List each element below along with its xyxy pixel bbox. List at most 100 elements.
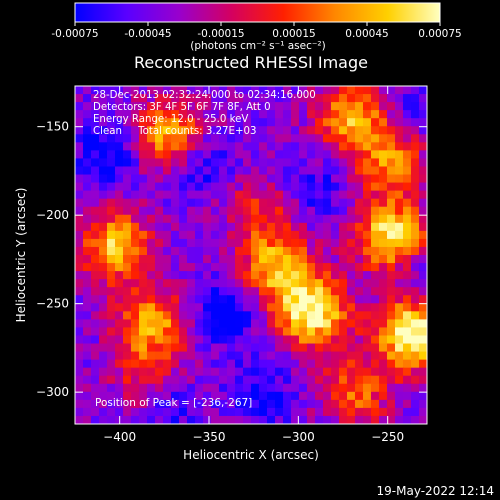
heatmap-cell: [275, 86, 284, 95]
heatmap-cell: [219, 158, 228, 168]
heatmap-cell: [123, 94, 132, 103]
heatmap-cell: [171, 150, 180, 160]
heatmap-cell: [235, 86, 244, 95]
heatmap-cell: [163, 222, 172, 232]
heatmap-cell: [419, 407, 427, 417]
colorbar: [74, 2, 441, 23]
heatmap-cell: [363, 255, 372, 264]
heatmap-cell: [99, 367, 108, 377]
heatmap-cell: [75, 263, 84, 272]
heatmap-cell: [99, 271, 108, 280]
heatmap-cell: [299, 222, 308, 232]
heatmap-cell: [75, 86, 84, 95]
heatmap-cell: [243, 230, 252, 240]
heatmap-cell: [139, 110, 148, 119]
heatmap-cell: [107, 150, 116, 160]
heatmap-cell: [147, 166, 156, 176]
heatmap-cell: [107, 327, 116, 337]
heatmap-cell: [235, 110, 244, 119]
heatmap-cell: [219, 295, 228, 304]
heatmap-cell: [203, 118, 212, 127]
heatmap-cell: [371, 359, 380, 369]
heatmap-cell: [115, 222, 124, 232]
heatmap-cell: [379, 110, 388, 119]
heatmap-cell: [299, 359, 308, 369]
heatmap-cell: [139, 255, 148, 264]
heatmap-cell: [131, 399, 140, 409]
heatmap-cell: [387, 319, 396, 329]
heatmap-cell: [227, 255, 236, 264]
heatmap-cell: [347, 222, 356, 232]
heatmap-cell: [139, 279, 148, 288]
heatmap-cell: [267, 343, 276, 353]
heatmap-cell: [315, 126, 324, 135]
heatmap-cell: [411, 327, 420, 337]
heatmap-cell: [403, 343, 412, 353]
heatmap-cell: [339, 343, 348, 353]
heatmap-cell: [411, 279, 420, 288]
heatmap-cell: [195, 102, 204, 111]
heatmap-cell: [331, 271, 340, 280]
heatmap-cell: [395, 375, 404, 385]
heatmap-cell: [267, 295, 276, 304]
heatmap-cell: [347, 150, 356, 160]
heatmap-cell: [315, 343, 324, 353]
heatmap-cell: [259, 166, 268, 176]
heatmap-cell: [363, 166, 372, 176]
heatmap-cell: [283, 246, 292, 256]
heatmap-cell: [379, 198, 388, 208]
heatmap-cell: [107, 206, 116, 216]
heatmap-cell: [371, 86, 380, 95]
heatmap-cell: [139, 206, 148, 216]
heatmap-cell: [179, 295, 188, 304]
heatmap-cell: [419, 86, 427, 95]
heatmap-cell: [203, 327, 212, 337]
heatmap-cell: [171, 182, 180, 192]
heatmap-cell: [107, 134, 116, 143]
heatmap-cell: [355, 150, 364, 160]
heatmap-cell: [243, 295, 252, 304]
heatmap-cell: [267, 319, 276, 329]
heatmap-cell: [99, 142, 108, 151]
heatmap-cell: [267, 407, 276, 417]
heatmap-cell: [155, 327, 164, 337]
heatmap-cell: [403, 222, 412, 232]
heatmap-cell: [411, 399, 420, 409]
heatmap-cell: [251, 399, 260, 409]
heatmap-cell: [411, 343, 420, 353]
heatmap-cell: [315, 174, 324, 184]
heatmap-cell: [371, 182, 380, 192]
heatmap-cell: [323, 327, 332, 337]
heatmap-cell: [323, 279, 332, 288]
heatmap-cell: [171, 206, 180, 216]
heatmap-cell: [99, 102, 108, 111]
heatmap-cell: [331, 343, 340, 353]
heatmap-cell: [131, 263, 140, 272]
heatmap-cell: [243, 206, 252, 216]
heatmap-cell: [411, 102, 420, 111]
heatmap-cell: [235, 166, 244, 176]
heatmap-cell: [243, 190, 252, 200]
heatmap-cell: [227, 230, 236, 240]
heatmap-cell: [211, 367, 220, 377]
heatmap-cell: [99, 134, 108, 143]
heatmap-cell: [259, 407, 268, 417]
heatmap-cell: [307, 222, 316, 232]
heatmap-cell: [83, 158, 92, 168]
heatmap-cell: [315, 102, 324, 111]
heatmap-cell: [275, 230, 284, 240]
heatmap-cell: [219, 102, 228, 111]
heatmap-cell: [99, 319, 108, 329]
heatmap-cell: [379, 303, 388, 312]
heatmap-cell: [171, 86, 180, 95]
heatmap-cell: [379, 343, 388, 353]
heatmap-cell: [267, 287, 276, 296]
heatmap-cell: [219, 174, 228, 184]
heatmap-cell: [139, 335, 148, 345]
heatmap-cell: [347, 263, 356, 272]
heatmap-cell: [107, 198, 116, 208]
heatmap-cell: [235, 375, 244, 385]
heatmap-cell: [243, 399, 252, 409]
heatmap-cell: [123, 287, 132, 296]
heatmap-cell: [107, 375, 116, 385]
